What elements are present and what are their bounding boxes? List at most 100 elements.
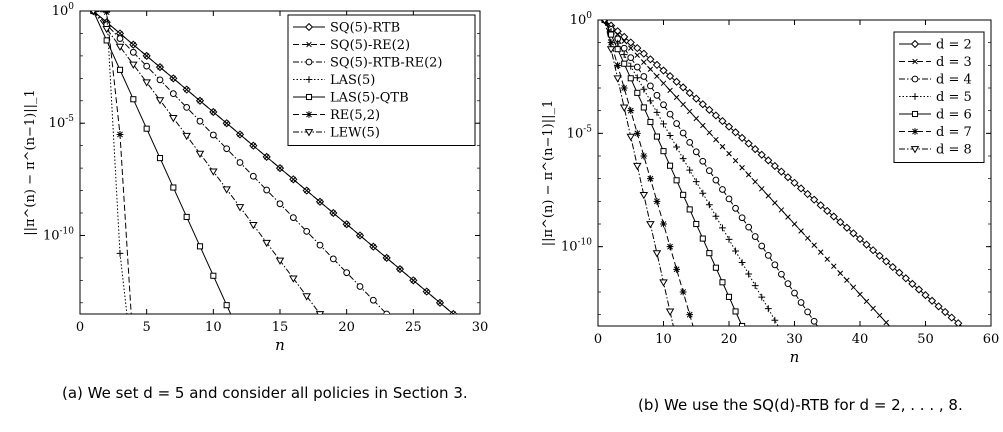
marker-cross (752, 179, 758, 185)
legend-label: LEW(5) (330, 126, 380, 141)
marker-circle (771, 261, 779, 269)
marker-circle (169, 90, 177, 98)
marker-triangle-down (195, 150, 205, 158)
marker-plus (633, 74, 641, 82)
marker-circle (116, 35, 124, 42)
x-tick-label: 0 (76, 320, 84, 335)
marker-circle (627, 54, 635, 62)
marker-diamond (803, 189, 812, 199)
marker-diamond (816, 201, 825, 210)
marker-circle (791, 289, 798, 297)
marker-cross (785, 214, 791, 220)
marker-circle (303, 227, 311, 235)
marker-cross (423, 288, 430, 295)
marker-diamond (646, 55, 655, 64)
series-line-4 (92, 11, 232, 314)
y-tick-label: 10-5 (567, 124, 593, 141)
marker-square (706, 250, 713, 257)
marker-triangle-down (646, 221, 655, 229)
marker-diamond (790, 178, 799, 187)
marker-cross (912, 58, 918, 65)
marker-cross (798, 228, 804, 234)
marker-asterisk (305, 111, 313, 118)
marker-circle (369, 296, 377, 304)
marker-square (210, 272, 217, 279)
marker-asterisk (116, 131, 124, 138)
marker-plus (751, 282, 759, 289)
marker-diamond (849, 229, 858, 238)
marker-triangle-down (302, 293, 311, 301)
legend-label: d = 3 (936, 55, 972, 70)
marker-plus (116, 250, 124, 257)
marker-triangle-down (601, 20, 608, 25)
marker-diamond (895, 268, 904, 277)
marker-plus (705, 201, 713, 209)
marker-cross (745, 172, 752, 178)
marker-cross (686, 108, 693, 115)
marker-square (647, 118, 654, 126)
marker-cross (791, 221, 798, 227)
marker-asterisk (911, 128, 919, 135)
marker-triangle-down (275, 257, 285, 265)
marker-plus (764, 305, 772, 313)
marker-cross (183, 86, 190, 93)
marker-asterisk (607, 39, 615, 47)
marker-diamond (757, 150, 766, 159)
marker-cross (210, 109, 217, 115)
marker-cross (317, 199, 323, 205)
x-tick-label: 10 (205, 320, 222, 335)
marker-plus (305, 76, 313, 83)
marker-plus (666, 132, 674, 139)
marker-cross (667, 87, 673, 94)
y-tick-label: 10-10 (561, 238, 592, 255)
marker-plus (660, 120, 667, 128)
marker-circle (329, 255, 337, 263)
caption-b: (b) We use the SQ(d)-RTB for d = 2, . . … (638, 396, 963, 414)
marker-diamond (921, 291, 930, 300)
marker-square (223, 302, 230, 309)
marker-circle (653, 91, 661, 99)
marker-circle (673, 120, 680, 127)
marker-diamond (652, 60, 662, 70)
legend-label: LAS(5)-QTB (330, 91, 409, 106)
marker-cross (370, 243, 377, 250)
marker-cross (306, 41, 312, 48)
y-tick-label: 10-5 (49, 114, 75, 131)
x-tick-label: 30 (472, 320, 489, 335)
x-tick-label: 50 (917, 332, 934, 347)
legend-label: RE(5,2) (330, 108, 380, 123)
marker-circle (738, 214, 746, 222)
marker-square (725, 293, 733, 300)
marker-circle (764, 251, 772, 259)
x-tick-label: 10 (655, 332, 672, 347)
marker-diamond (836, 218, 845, 227)
marker-cross (628, 45, 634, 51)
marker-square (667, 162, 674, 169)
marker-triangle-down (659, 279, 668, 287)
marker-triangle-down (665, 308, 675, 316)
marker-triangle-down (289, 275, 298, 283)
marker-asterisk (653, 197, 661, 205)
marker-diamond (901, 274, 910, 283)
marker-cross (700, 122, 706, 129)
legend-label: d = 4 (936, 73, 972, 88)
marker-circle (810, 317, 818, 325)
marker-cross (726, 150, 732, 157)
y-tick-label: 100 (570, 11, 593, 28)
marker-square (614, 46, 621, 53)
marker-cross (450, 311, 457, 314)
x-tick-label: 0 (594, 332, 602, 347)
marker-cross (330, 210, 337, 216)
marker-circle (732, 204, 739, 212)
x-tick-label: 20 (721, 332, 738, 347)
marker-plus (679, 155, 687, 162)
legend: SQ(5)-RTB SQ(5)-RE(2) SQ(5)-RTB-RE(2) LAS(5… (287, 14, 476, 146)
marker-triangle-down (169, 115, 178, 123)
marker-triangle-down (633, 162, 642, 171)
legend-box (287, 14, 476, 146)
legend-label: d = 5 (936, 90, 972, 105)
legend-label: d = 2 (936, 38, 972, 53)
marker-cross (397, 266, 403, 272)
marker-cross (263, 154, 270, 160)
marker-diamond (711, 111, 721, 120)
